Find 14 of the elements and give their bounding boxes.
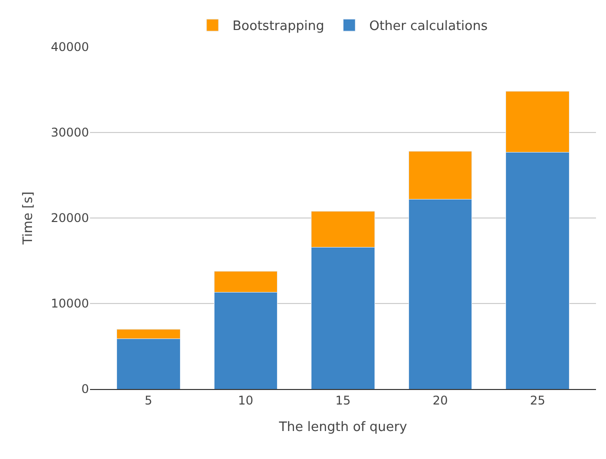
y-tick-label: 30000 [50, 126, 89, 140]
x-tick-label: 25 [530, 393, 546, 408]
legend-label: Bootstrapping [232, 19, 324, 34]
x-tick-label: 10 [238, 393, 254, 408]
x-tick-label: 15 [335, 393, 351, 408]
x-tick-label: 5 [144, 393, 152, 408]
y-tick-label: 40000 [50, 40, 89, 54]
x-tick-label: 20 [432, 393, 448, 408]
y-tick-label: 10000 [50, 296, 89, 311]
y-tick-label: 20000 [50, 211, 89, 226]
y-axis-title: Time [s] [20, 192, 36, 246]
y-tick-label: 0 [81, 382, 89, 396]
legend-label: Other calculations [369, 19, 488, 34]
x-axis-title: The length of query [278, 420, 408, 435]
